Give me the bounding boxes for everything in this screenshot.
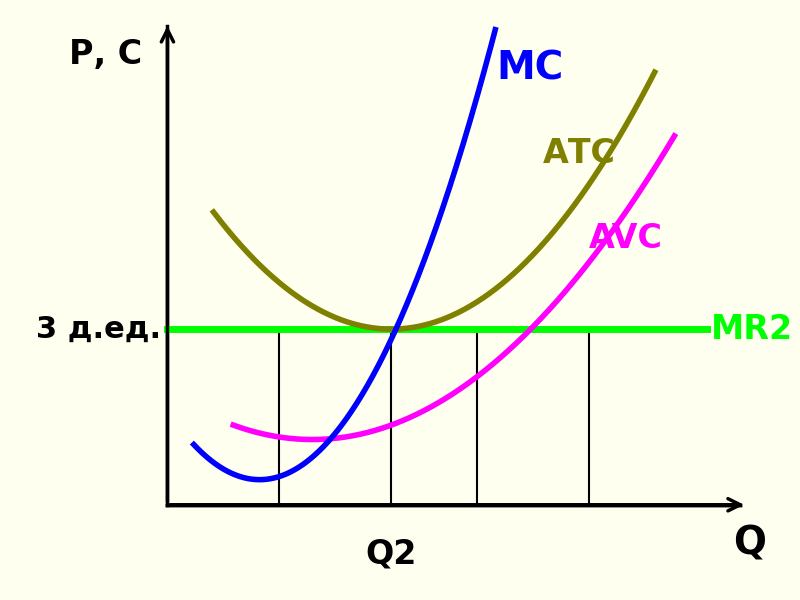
Text: AVC: AVC xyxy=(589,222,663,255)
Text: Р, С: Р, С xyxy=(69,38,142,71)
Text: АТС: АТС xyxy=(542,137,616,170)
Text: 3 д.ед.: 3 д.ед. xyxy=(36,314,161,344)
Text: Q: Q xyxy=(734,525,766,563)
Text: MC: MC xyxy=(497,49,564,87)
Text: Q2: Q2 xyxy=(366,538,417,571)
Text: MR2: MR2 xyxy=(710,313,793,346)
